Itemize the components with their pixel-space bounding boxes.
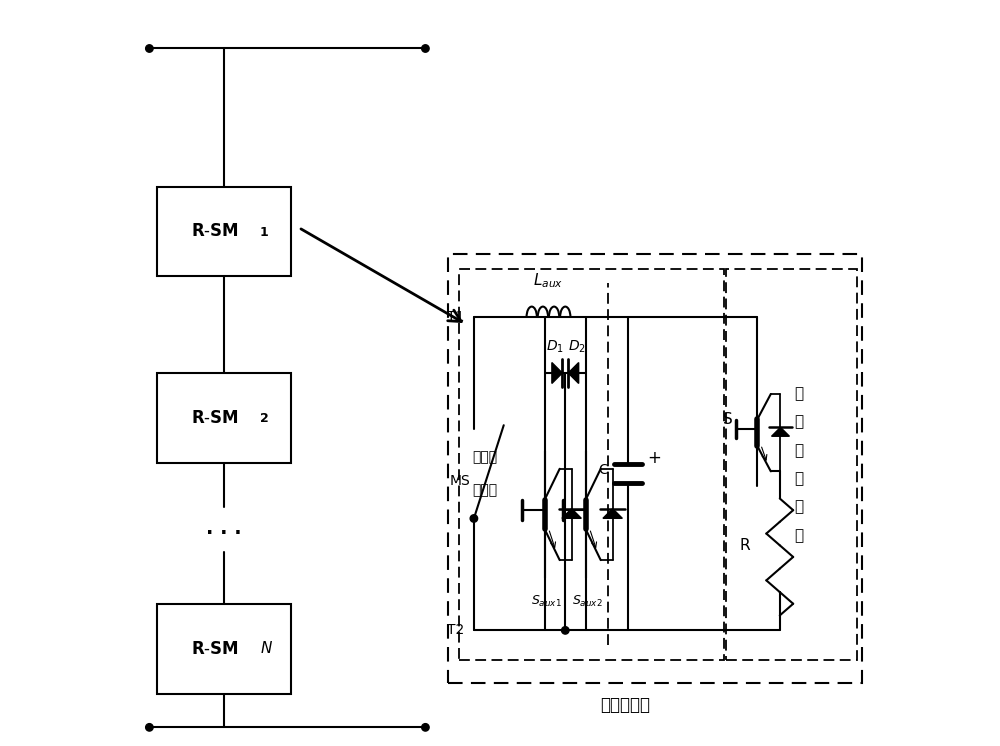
Text: +: + <box>647 449 661 467</box>
Text: 耗: 耗 <box>794 386 803 401</box>
Polygon shape <box>603 509 622 518</box>
Text: S: S <box>723 412 733 427</box>
Polygon shape <box>568 363 579 383</box>
Circle shape <box>146 724 153 731</box>
Text: 混合桥: 混合桥 <box>472 451 498 464</box>
Text: 型电路: 型电路 <box>472 483 498 497</box>
Circle shape <box>562 627 569 634</box>
Text: 电: 电 <box>794 499 803 515</box>
Text: C: C <box>598 463 608 477</box>
Text: 控: 控 <box>794 442 803 458</box>
Text: $S_{aux2}$: $S_{aux2}$ <box>572 595 603 609</box>
Bar <box>157 604 291 694</box>
Text: 路: 路 <box>794 527 803 543</box>
Text: T1: T1 <box>447 310 464 324</box>
Text: $\mathbf{R\text{-}SM}$: $\mathbf{R\text{-}SM}$ <box>191 222 239 240</box>
Polygon shape <box>552 363 562 383</box>
Text: MS: MS <box>449 474 470 488</box>
Text: 制: 制 <box>794 471 803 486</box>
Text: T2: T2 <box>447 624 464 637</box>
Text: 能: 能 <box>794 414 803 430</box>
Polygon shape <box>562 509 581 518</box>
Text: $\mathbf{R\text{-}SM}$: $\mathbf{R\text{-}SM}$ <box>191 640 239 658</box>
Bar <box>459 269 724 660</box>
Text: 耗能子模块: 耗能子模块 <box>600 696 650 714</box>
Text: 1: 1 <box>260 226 269 239</box>
Circle shape <box>470 515 478 522</box>
Text: $S_{aux1}$: $S_{aux1}$ <box>531 595 562 609</box>
Bar <box>448 254 862 683</box>
Text: $D_1$: $D_1$ <box>546 339 563 355</box>
Text: · · ·: · · · <box>206 524 242 543</box>
Circle shape <box>422 45 429 52</box>
Circle shape <box>146 45 153 52</box>
Text: $N$: $N$ <box>260 641 273 656</box>
Text: R: R <box>739 538 750 553</box>
Bar <box>157 186 291 276</box>
Bar <box>726 269 857 660</box>
Text: $\mathbf{R\text{-}SM}$: $\mathbf{R\text{-}SM}$ <box>191 409 239 427</box>
Circle shape <box>422 724 429 731</box>
Text: 2: 2 <box>260 413 269 425</box>
Bar <box>157 373 291 463</box>
Text: $L_{aux}$: $L_{aux}$ <box>533 272 564 290</box>
Polygon shape <box>772 427 789 436</box>
Text: $D_2$: $D_2$ <box>568 339 585 355</box>
